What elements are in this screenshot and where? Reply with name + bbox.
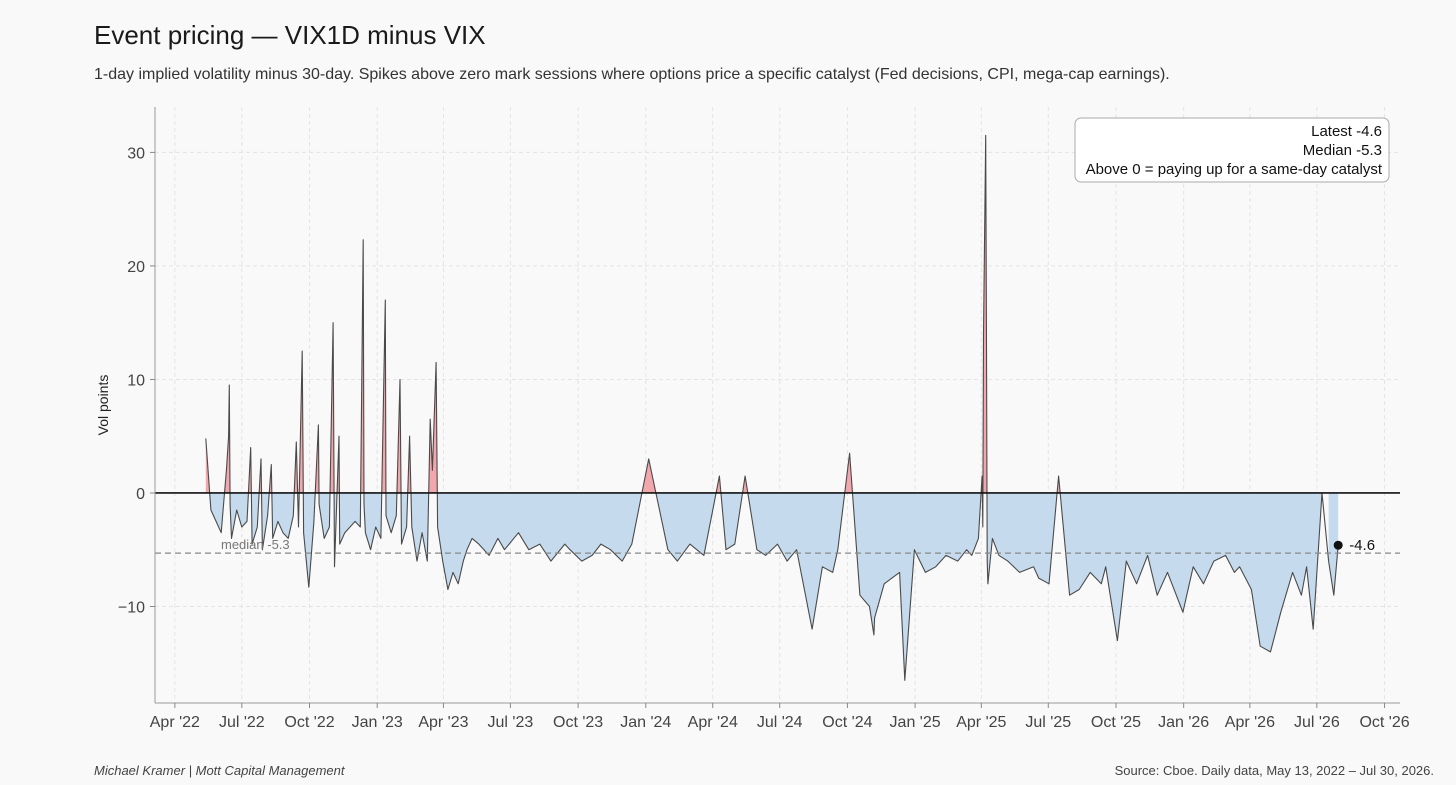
x-tick-label: Jan '25 [890, 714, 941, 731]
x-tick-label: Jul '23 [488, 714, 534, 731]
x-tick-label: Jul '25 [1025, 714, 1071, 731]
negative-area [747, 492, 845, 630]
x-tick-label: Apr '22 [150, 714, 200, 731]
y-tick-label: 0 [136, 486, 145, 503]
series-line [205, 134, 1339, 681]
negative-area [363, 492, 382, 550]
x-tick-label: Jan '26 [1158, 714, 1209, 731]
positive-area [224, 385, 230, 493]
x-tick-label: Apr '26 [1225, 714, 1275, 731]
negative-area [303, 492, 316, 588]
positive-area [844, 453, 853, 493]
negative-area [437, 492, 642, 590]
y-tick-label: 20 [127, 259, 145, 276]
positive-area [641, 458, 656, 493]
negative-area [986, 492, 1058, 584]
negative-area [318, 492, 331, 539]
footer-author: Michael Kramer | Mott Capital Management [94, 763, 345, 778]
axes: Apr '22 Jul '22 Oct '22 Jan '23 Apr '23 Jul '… [95, 107, 1410, 731]
x-tick-label: Jan '24 [620, 714, 671, 731]
reference-lines: median -5.3 [155, 492, 1400, 554]
x-tick-label: Jul '22 [219, 714, 265, 731]
negative-area [261, 492, 270, 550]
negative-area [339, 492, 361, 545]
negative-area [401, 492, 408, 545]
negative-area [655, 492, 717, 562]
y-tick-label: 30 [127, 145, 145, 162]
median-label: median -5.3 [221, 537, 290, 552]
annotation-box [1074, 117, 1390, 183]
area-fill [205, 135, 1339, 681]
y-tick-label: 10 [127, 372, 145, 389]
footer-source: Source: Cboe. Daily data, May 13, 2022 –… [1114, 763, 1434, 778]
latest-label: -4.6 [1349, 537, 1375, 554]
negative-area [251, 492, 260, 545]
negative-area [1060, 492, 1323, 652]
x-tick-label: Jul '24 [757, 714, 803, 731]
x-tick-label: Oct '25 [1091, 714, 1141, 731]
x-tick-label: Oct '24 [822, 714, 872, 731]
latest-point [1333, 540, 1343, 550]
x-tick-label: Oct '22 [284, 714, 334, 731]
annotation-line: Above 0 = paying up for a same-day catal… [1086, 161, 1383, 178]
annotations: -4.6 Latest -4.6 Median -5.3 Above 0 = payi… [1074, 117, 1390, 554]
negative-area [209, 492, 225, 533]
chart-title: Event pricing — VIX1D minus VIX [94, 20, 486, 50]
negative-area [385, 492, 397, 533]
x-tick-label: Apr '25 [956, 714, 1006, 731]
x-tick-label: Oct '23 [553, 714, 603, 731]
x-tick-label: Jul '26 [1294, 714, 1340, 731]
x-tick-label: Oct '26 [1359, 714, 1409, 731]
x-tick-label: Apr '23 [418, 714, 468, 731]
negative-area [229, 492, 249, 539]
negative-area [410, 492, 429, 562]
positive-area [742, 475, 748, 493]
chart-subtitle: 1-day implied volatility minus 30-day. S… [94, 66, 1170, 83]
gridlines [155, 107, 1400, 703]
x-tick-label: Apr '24 [688, 714, 738, 731]
negative-area [271, 492, 295, 539]
annotation-line: Median -5.3 [1303, 142, 1382, 159]
annotation-line: Latest -4.6 [1311, 123, 1382, 140]
negative-area [720, 492, 743, 550]
y-tick-label: −10 [118, 600, 145, 617]
negative-area [852, 492, 982, 681]
x-tick-label: Jan '23 [352, 714, 403, 731]
y-axis-title: Vol points [95, 375, 111, 436]
spread-line [205, 134, 1339, 681]
